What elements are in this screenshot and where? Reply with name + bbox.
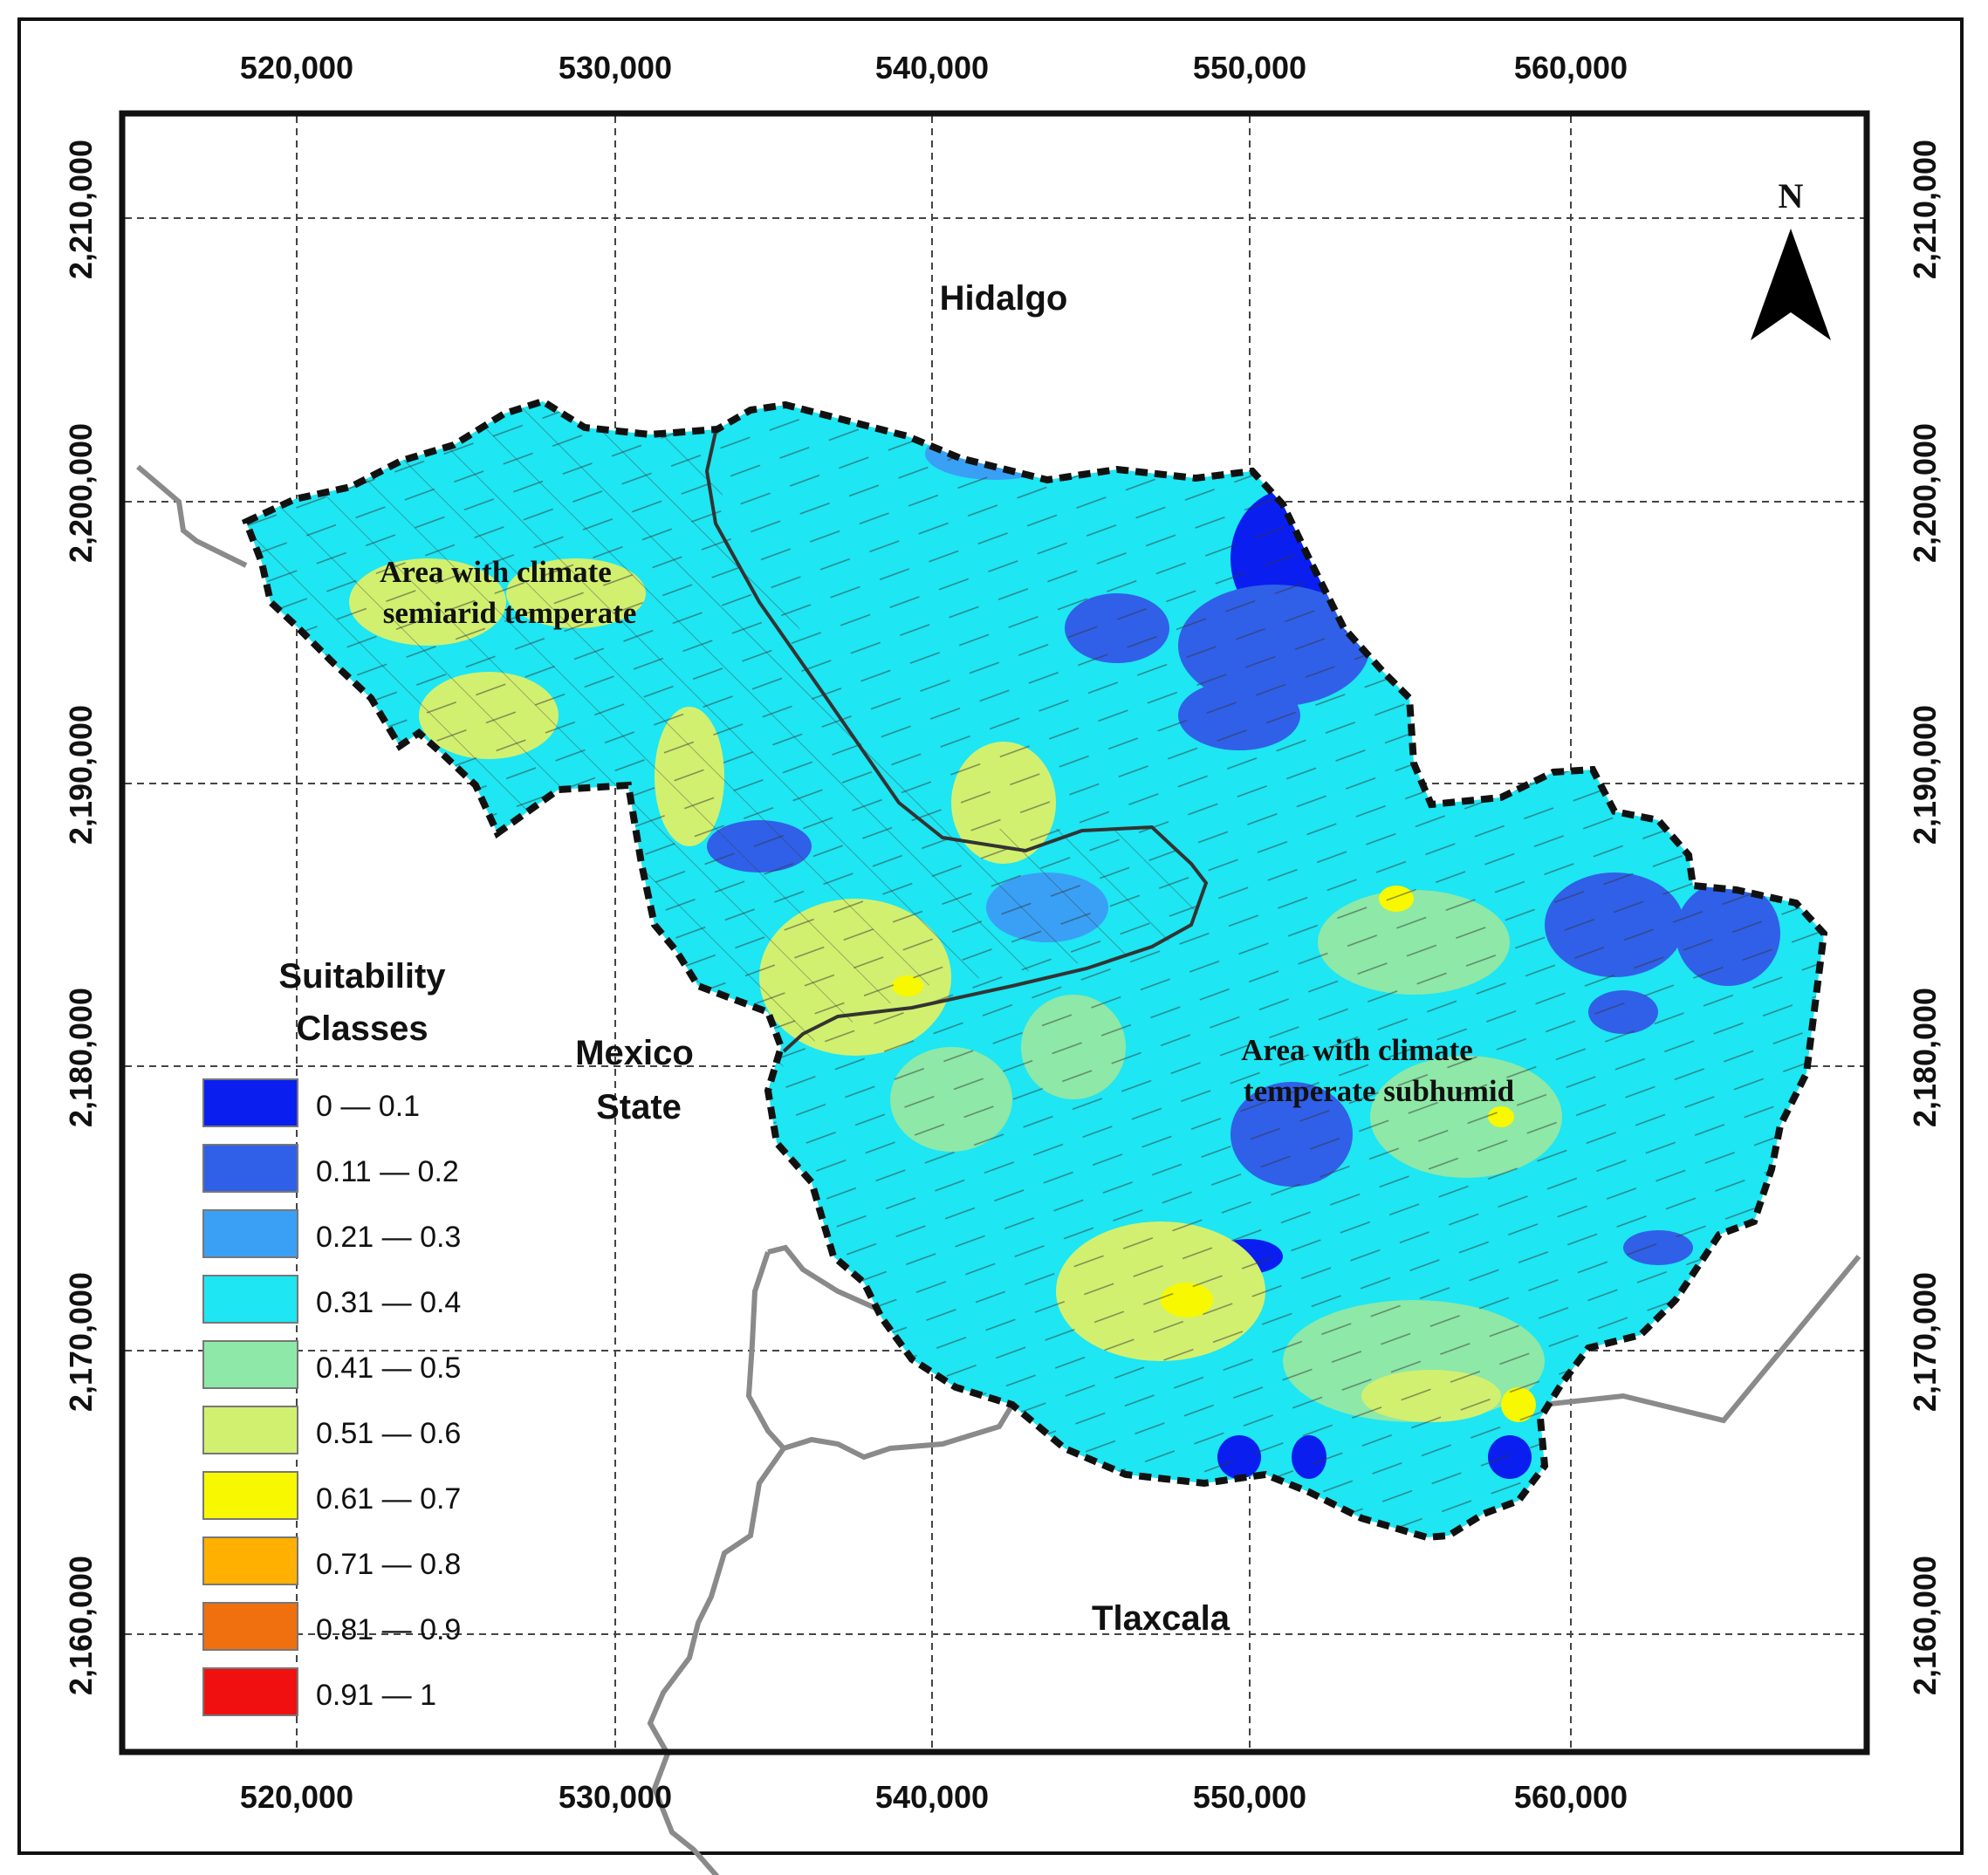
climate-zone-boundary [704,431,1209,1053]
y-tick-label-right: 2,200,000 [1907,423,1943,563]
state-label-mexico-line2: State [596,1088,682,1126]
state-boundary-northwest [136,464,248,568]
legend-label: 0.91 — 1 [316,1679,436,1712]
y-tick-label-left: 2,180,000 [63,988,99,1127]
legend-swatch [202,1078,298,1127]
legend-label: 0.81 — 0.9 [316,1613,461,1646]
y-tick-label-right: 2,210,000 [1907,140,1943,279]
y-tick-label-right: 2,180,000 [1907,988,1943,1127]
legend-title-line2: Classes [296,1009,428,1048]
y-tick-label-left: 2,200,000 [63,423,99,563]
legend-label: 0.51 — 0.6 [316,1417,461,1450]
legend-swatch [202,1144,298,1193]
zone-label-subhumid-line2: temperate subhumid [1244,1074,1515,1108]
x-axis-labels-bottom: 520,000 530,000 540,000 550,000 560,000 [240,1779,1628,1815]
legend-item: 0.21 — 0.3 [202,1209,461,1258]
x-tick-label-top: 560,000 [1514,50,1628,86]
y-tick-label-right: 2,160,000 [1907,1556,1943,1695]
y-tick-label-left: 2,170,000 [63,1272,99,1412]
legend-swatch [202,1536,298,1585]
legend-label: 0.61 — 0.7 [316,1482,461,1516]
legend-swatch [202,1340,298,1389]
x-tick-label-bottom: 520,000 [240,1779,353,1815]
legend-item: 0.11 — 0.2 [202,1144,459,1193]
legend-item: 0.81 — 0.9 [202,1602,461,1651]
x-tick-label-top: 550,000 [1193,50,1306,86]
x-tick-label-bottom: 550,000 [1193,1779,1306,1815]
x-axis-labels-top: 520,000 530,000 540,000 550,000 560,000 [240,50,1628,86]
legend-label: 0 — 0.1 [316,1090,420,1123]
legend-item: 0.41 — 0.5 [202,1340,461,1389]
x-tick-label-bottom: 540,000 [875,1779,989,1815]
y-tick-label-right: 2,170,000 [1907,1272,1943,1412]
map-frame [119,110,1870,1755]
legend-swatch [202,1471,298,1520]
outer-frame [17,17,1964,1855]
legend-item: 0.61 — 0.7 [202,1471,461,1520]
state-boundary-southwest [647,1244,1015,1875]
legend-label: 0.11 — 0.2 [316,1155,459,1188]
zone-label-semiarid-line2: semiarid temperate [383,596,637,630]
y-tick-label-left: 2,210,000 [63,140,99,279]
north-label: N [1779,176,1804,216]
legend-label: 0.21 — 0.3 [316,1221,461,1254]
y-axis-labels-right: 2,210,000 2,200,000 2,190,000 2,180,000 2,17… [1907,140,1943,1695]
legend-item: 0.31 — 0.4 [202,1275,461,1324]
legend-swatch [202,1667,298,1716]
north-arrow: N [1751,176,1831,340]
legend-swatch [202,1275,298,1324]
legend-item: 0 — 0.1 [202,1078,420,1127]
y-tick-label-left: 2,160,000 [63,1556,99,1695]
x-tick-label-bottom: 560,000 [1514,1779,1628,1815]
state-label-mexico-line1: Mexico [575,1034,694,1072]
legend-swatch [202,1602,298,1651]
zone-label-semiarid-line1: Area with climate [380,555,612,589]
x-tick-label-bottom: 530,000 [559,1779,672,1815]
x-tick-label-top: 530,000 [559,50,672,86]
legend-label: 0.41 — 0.5 [316,1352,461,1385]
legend-title-line1: Suitability [278,957,446,996]
legend-swatch [202,1406,298,1454]
legend-item: 0.51 — 0.6 [202,1406,461,1454]
legend-label: 0.71 — 0.8 [316,1548,461,1581]
north-arrow-icon [1751,229,1831,340]
state-label-tlaxcala: Tlaxcala [1092,1599,1231,1638]
legend: Suitability Classes 0 — 0.1 0.11 — 0.2 0.2… [202,957,461,1716]
y-axis-labels-left: 2,210,000 2,200,000 2,190,000 2,180,000 2,17… [63,140,99,1695]
state-boundary-east [1542,1255,1861,1424]
legend-item: 0.91 — 1 [202,1667,436,1716]
x-tick-label-top: 540,000 [875,50,989,86]
y-tick-label-left: 2,190,000 [63,705,99,845]
x-tick-label-top: 520,000 [240,50,353,86]
y-tick-label-right: 2,190,000 [1907,705,1943,845]
legend-label: 0.31 — 0.4 [316,1286,461,1319]
legend-swatch [202,1209,298,1258]
legend-item: 0.71 — 0.8 [202,1536,461,1585]
zone-label-subhumid-line1: Area with climate [1241,1033,1473,1067]
state-label-hidalgo: Hidalgo [940,279,1068,318]
